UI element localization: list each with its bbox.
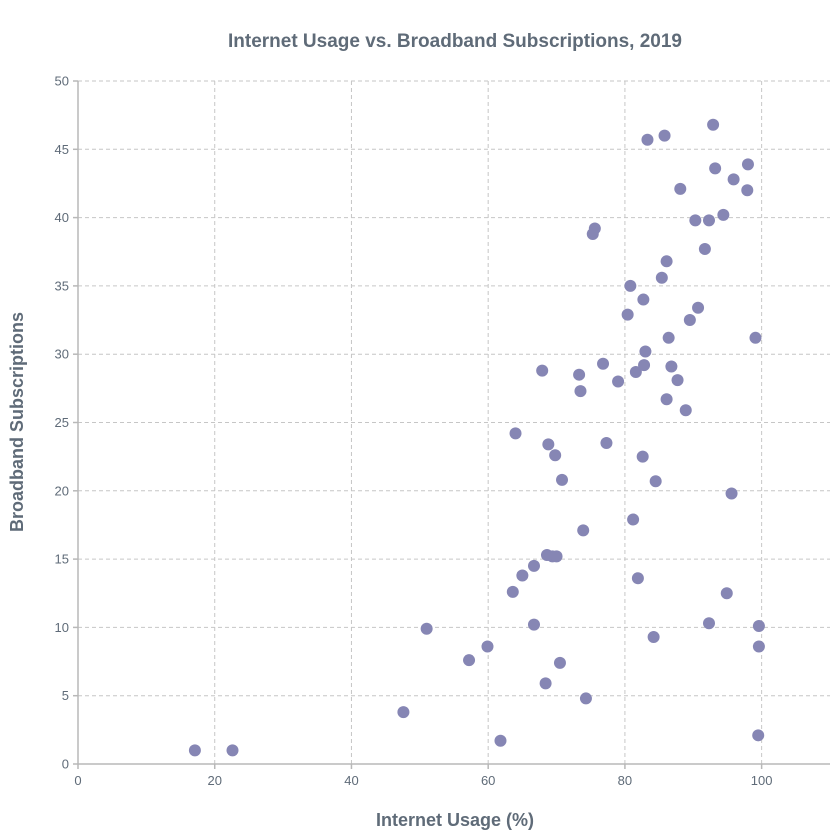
data-point xyxy=(481,640,494,653)
y-tick-label: 35 xyxy=(55,278,69,293)
data-point xyxy=(573,368,586,381)
y-tick-label: 0 xyxy=(62,757,69,772)
data-point xyxy=(658,129,671,142)
data-point xyxy=(741,158,754,171)
data-point xyxy=(683,314,696,327)
y-tick-label: 50 xyxy=(55,74,69,89)
y-tick-label: 20 xyxy=(55,483,69,498)
data-point xyxy=(600,436,613,449)
data-point xyxy=(636,450,649,463)
data-point xyxy=(637,293,650,306)
data-point xyxy=(720,587,733,600)
data-point xyxy=(752,640,765,653)
data-point xyxy=(631,572,644,585)
chart-title: Internet Usage vs. Broadband Subscriptio… xyxy=(228,31,682,52)
data-point xyxy=(662,331,675,344)
data-point xyxy=(577,524,590,537)
data-point xyxy=(707,118,720,131)
data-point xyxy=(665,360,678,373)
data-point xyxy=(689,214,702,227)
data-point xyxy=(692,301,705,314)
data-point xyxy=(638,359,651,372)
data-point xyxy=(397,706,410,719)
data-point xyxy=(725,487,738,500)
data-point xyxy=(527,559,540,572)
y-tick-label: 5 xyxy=(62,688,69,703)
data-point xyxy=(556,473,569,486)
data-point xyxy=(550,550,563,563)
y-axis-label: Broadband Subscriptions xyxy=(7,312,27,532)
x-tick-label: 0 xyxy=(74,773,81,788)
data-point xyxy=(494,734,507,747)
data-point xyxy=(553,656,566,669)
data-point xyxy=(727,173,740,186)
data-point xyxy=(588,222,601,235)
data-point xyxy=(621,308,634,321)
y-tick-label: 30 xyxy=(55,347,69,362)
data-point xyxy=(627,513,640,526)
data-point xyxy=(506,585,519,598)
data-points xyxy=(188,118,765,757)
data-point xyxy=(579,692,592,705)
data-point xyxy=(629,365,642,378)
data-point xyxy=(539,677,552,690)
data-point xyxy=(679,404,692,417)
data-point xyxy=(660,255,673,268)
data-point xyxy=(709,162,722,175)
data-point xyxy=(516,569,529,582)
data-point xyxy=(752,729,765,742)
data-point xyxy=(741,184,754,197)
data-point xyxy=(749,331,762,344)
data-point xyxy=(536,364,549,377)
data-point xyxy=(549,449,562,462)
data-point xyxy=(420,622,433,635)
data-point xyxy=(624,279,637,292)
y-tick-label: 15 xyxy=(55,552,69,567)
axes: 0 20 40 60 80 100 0 5 10 15 20 25 30 35 40 45 50 xyxy=(55,74,830,788)
x-axis-label: Internet Usage (%) xyxy=(376,810,534,830)
data-point xyxy=(717,208,730,221)
data-point xyxy=(649,475,662,488)
data-point xyxy=(752,620,765,633)
data-point xyxy=(702,617,715,630)
data-point xyxy=(509,427,522,440)
data-point xyxy=(671,374,684,387)
data-point xyxy=(698,243,711,256)
y-tick-label: 10 xyxy=(55,620,69,635)
y-tick-label: 25 xyxy=(55,415,69,430)
data-point xyxy=(612,375,625,388)
data-point xyxy=(463,654,476,667)
x-tick-label: 60 xyxy=(481,773,495,788)
data-point xyxy=(655,271,668,284)
x-tick-label: 20 xyxy=(207,773,221,788)
data-point xyxy=(702,214,715,227)
data-point xyxy=(641,133,654,146)
data-point xyxy=(639,345,652,358)
data-point xyxy=(188,744,201,757)
x-tick-label: 100 xyxy=(751,773,773,788)
data-point xyxy=(660,393,673,406)
y-tick-label: 45 xyxy=(55,142,69,157)
data-point xyxy=(674,182,687,195)
data-point xyxy=(542,438,555,451)
data-point xyxy=(527,618,540,631)
x-tick-label: 80 xyxy=(618,773,632,788)
data-point xyxy=(647,630,660,643)
x-tick-label: 40 xyxy=(344,773,358,788)
data-point xyxy=(226,744,239,757)
grid-lines xyxy=(78,80,830,764)
y-tick-label: 40 xyxy=(55,210,69,225)
data-point xyxy=(574,385,587,398)
data-point xyxy=(597,357,610,370)
